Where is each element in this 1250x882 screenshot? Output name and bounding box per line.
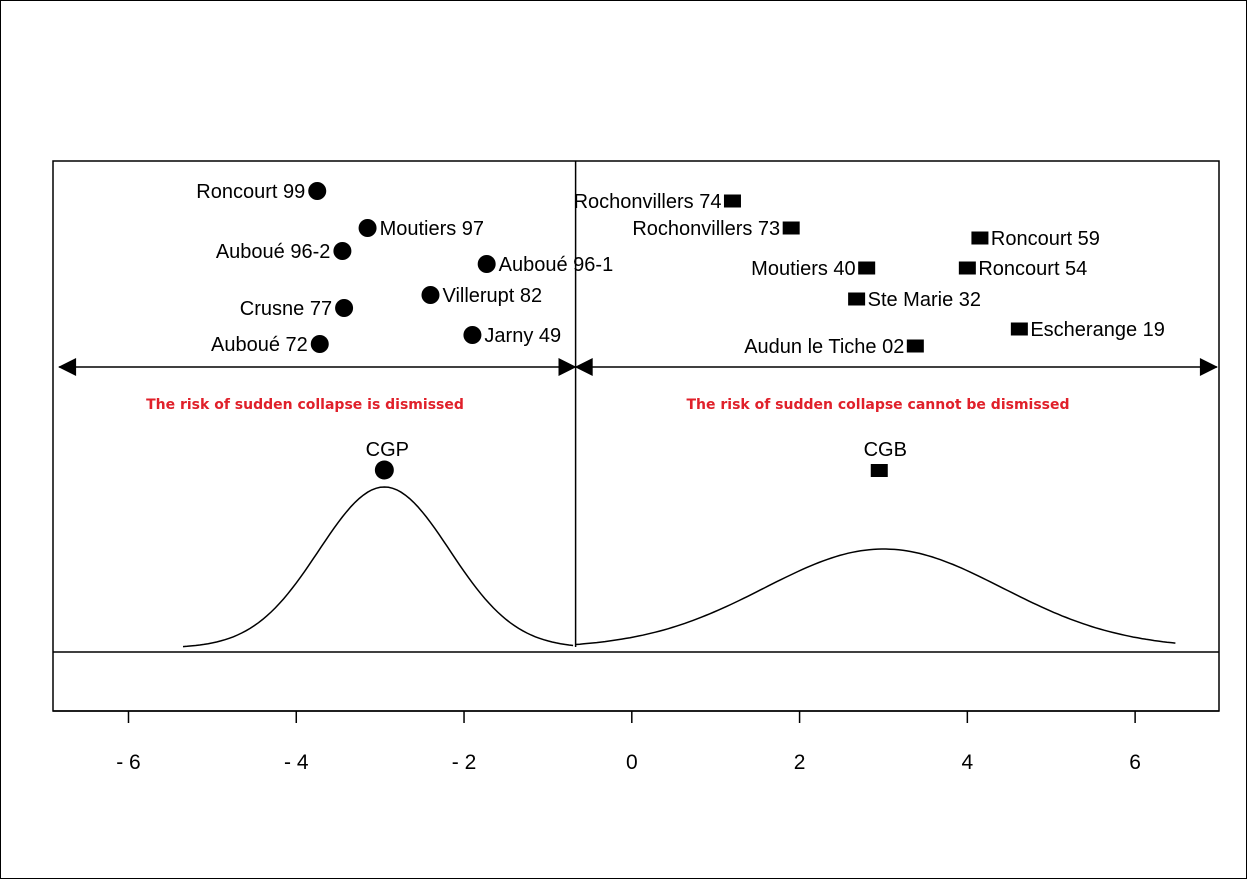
x-tick-label: 6 (1129, 751, 1141, 774)
point-auboue-96-1 (477, 255, 496, 273)
point-label-moutiers-40: Moutiers 40 (751, 258, 856, 280)
centroid-cgb-label: CGB (864, 439, 907, 461)
point-rochonvillers-74 (723, 194, 741, 208)
cgb-density-curve (575, 548, 1176, 646)
x-tick-label: - 4 (284, 751, 309, 774)
point-label-jarny-49: Jarny 49 (484, 325, 561, 347)
cgp-density-curve (182, 486, 574, 648)
point-jarny-49 (463, 326, 482, 344)
point-label-rochonvillers-73: Rochonvillers 73 (632, 218, 780, 240)
point-label-ste-marie-32: Ste Marie 32 (868, 289, 981, 311)
x-tick-label: - 6 (116, 751, 141, 774)
point-label-roncourt-54: Roncourt 54 (978, 258, 1087, 280)
point-auboue-72 (310, 335, 329, 353)
point-crusne-77 (335, 299, 354, 317)
centroid-cgp-marker (374, 460, 394, 480)
centroid-cgb-marker (870, 464, 888, 477)
centroids-layer: CGP CGB (366, 439, 907, 480)
point-label-rochonvillers-74: Rochonvillers 74 (574, 191, 722, 213)
point-moutiers-97 (358, 219, 377, 237)
point-roncourt-59 (971, 231, 989, 245)
point-audun-le-tiche-02 (906, 339, 924, 353)
point-label-audun-le-tiche-02: Audun le Tiche 02 (744, 336, 904, 358)
point-label-villerupt-82: Villerupt 82 (442, 285, 542, 307)
point-auboue-96-2 (333, 242, 352, 260)
left-region-note: The risk of sudden collapse is dismissed (146, 397, 464, 413)
x-tick-label: 4 (962, 751, 974, 774)
point-label-escherange-19: Escherange 19 (1030, 319, 1165, 341)
point-moutiers-40 (858, 261, 876, 275)
point-ste-marie-32 (848, 292, 866, 306)
point-label-crusne-77: Crusne 77 (240, 298, 332, 320)
point-roncourt-54 (958, 261, 976, 275)
point-rochonvillers-73 (782, 221, 800, 235)
point-label-roncourt-99: Roncourt 99 (196, 181, 305, 203)
x-tick-label: 2 (794, 751, 806, 774)
point-label-roncourt-59: Roncourt 59 (991, 228, 1100, 250)
point-escherange-19 (1010, 322, 1028, 336)
right-region-note: The risk of sudden collapse cannot be di… (686, 397, 1069, 413)
point-roncourt-99 (308, 182, 327, 200)
point-label-moutiers-97: Moutiers 97 (380, 218, 485, 240)
point-label-auboue-72: Auboué 72 (211, 334, 308, 356)
x-axis-ticks: - 6 - 4 - 2 0 2 4 6 (116, 711, 1141, 774)
centroid-cgp-label: CGP (366, 439, 409, 461)
x-tick-label: 0 (626, 751, 638, 774)
points-layer: Roncourt 99 Moutiers 97 Auboué 96-2 Auboué … (196, 181, 1165, 358)
point-villerupt-82 (421, 286, 440, 304)
x-tick-label: - 2 (452, 751, 477, 774)
point-label-auboue-96-1: Auboué 96-1 (499, 254, 614, 276)
point-label-auboue-96-2: Auboué 96-2 (216, 241, 331, 263)
